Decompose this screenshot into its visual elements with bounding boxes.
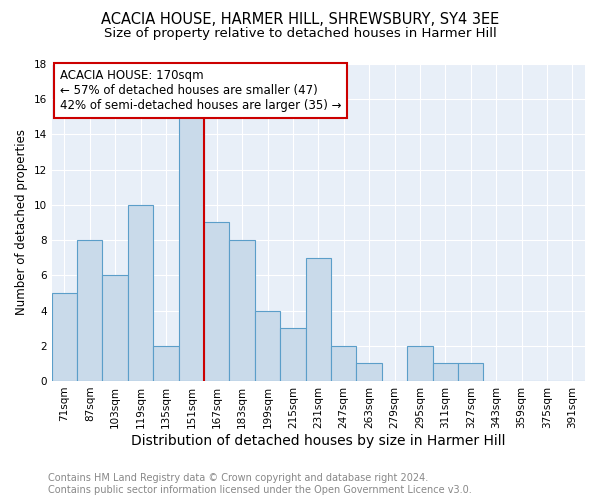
Y-axis label: Number of detached properties: Number of detached properties	[15, 130, 28, 316]
Bar	[255, 310, 280, 381]
Bar	[204, 222, 229, 381]
Bar	[229, 240, 255, 381]
X-axis label: Distribution of detached houses by size in Harmer Hill: Distribution of detached houses by size …	[131, 434, 506, 448]
Text: Contains HM Land Registry data © Crown copyright and database right 2024.
Contai: Contains HM Land Registry data © Crown c…	[48, 474, 472, 495]
Bar	[179, 117, 204, 381]
Bar	[305, 258, 331, 381]
Bar	[153, 346, 179, 381]
Bar	[407, 346, 433, 381]
Bar	[458, 364, 484, 381]
Bar	[331, 346, 356, 381]
Bar	[77, 240, 103, 381]
Text: ACACIA HOUSE: 170sqm
← 57% of detached houses are smaller (47)
42% of semi-detac: ACACIA HOUSE: 170sqm ← 57% of detached h…	[59, 69, 341, 112]
Bar	[433, 364, 458, 381]
Text: ACACIA HOUSE, HARMER HILL, SHREWSBURY, SY4 3EE: ACACIA HOUSE, HARMER HILL, SHREWSBURY, S…	[101, 12, 499, 28]
Bar	[103, 276, 128, 381]
Bar	[280, 328, 305, 381]
Text: Size of property relative to detached houses in Harmer Hill: Size of property relative to detached ho…	[104, 28, 496, 40]
Bar	[128, 205, 153, 381]
Bar	[356, 364, 382, 381]
Bar	[52, 293, 77, 381]
